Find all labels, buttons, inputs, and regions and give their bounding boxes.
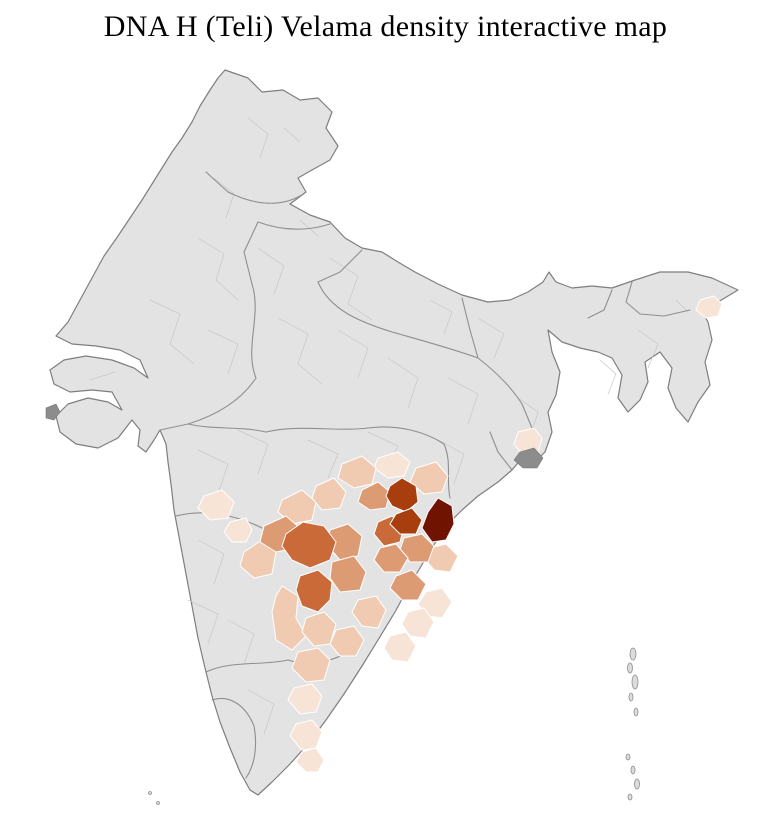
district-line: [187, 599, 219, 645]
state-border: [489, 431, 513, 471]
state-border: [625, 281, 691, 317]
district-polygon-density-2[interactable]: [277, 489, 317, 525]
state-border: [317, 249, 363, 283]
district-polygon-density-1[interactable]: [417, 587, 453, 619]
delta-district[interactable]: [45, 403, 61, 421]
state-border: [159, 423, 189, 431]
district-line: [675, 299, 689, 313]
state-border: [317, 281, 479, 359]
state-border: [587, 289, 613, 319]
island[interactable]: [633, 707, 639, 717]
district-line: [149, 299, 195, 365]
district-polygon-density-5[interactable]: [389, 507, 423, 535]
island[interactable]: [148, 791, 152, 795]
lakshadweep-islands: [148, 791, 160, 805]
district-polygon-density-1[interactable]: [295, 747, 325, 773]
district-line: [283, 127, 301, 143]
state-border: [243, 221, 259, 285]
district-polygon-density-2[interactable]: [271, 585, 307, 651]
district-line: [197, 237, 239, 301]
district-polygon-density-1[interactable]: [695, 295, 723, 319]
district-polygon-density-1[interactable]: [401, 607, 435, 639]
district-polygon-density-3[interactable]: [329, 555, 367, 593]
district-line: [247, 689, 275, 735]
district-line: [89, 371, 116, 381]
district-polygon-density-2[interactable]: [311, 477, 347, 511]
district-polygon-density-1[interactable]: [197, 489, 235, 521]
district-polygon-density-1[interactable]: [287, 683, 323, 715]
district-polygon-density-2[interactable]: [351, 595, 387, 629]
district-line: [429, 299, 453, 335]
page-title: DNA H (Teli) Velama density interactive …: [103, 10, 668, 43]
district-polygon-density-3[interactable]: [357, 481, 391, 511]
delta-district[interactable]: [513, 447, 544, 469]
district-line: [437, 439, 465, 485]
district-line: [329, 257, 373, 321]
district-polygon-density-4[interactable]: [295, 569, 333, 613]
state-border: [205, 659, 289, 673]
district-polygon-density-4[interactable]: [281, 521, 337, 569]
island[interactable]: [156, 801, 160, 805]
district-line: [477, 317, 505, 359]
district-line: [207, 329, 239, 375]
district-polygon-density-2[interactable]: [337, 455, 377, 489]
district-polygon-density-2[interactable]: [291, 647, 331, 683]
island[interactable]: [625, 753, 631, 761]
district-polygon-density-1[interactable]: [383, 631, 417, 663]
state-border: [257, 221, 331, 230]
island[interactable]: [627, 793, 633, 801]
island[interactable]: [634, 778, 640, 790]
state-border: [461, 297, 479, 359]
gray-districts: [45, 403, 544, 469]
district-line: [447, 377, 479, 425]
district-line: [387, 357, 419, 409]
district-polygon-density-5[interactable]: [385, 477, 419, 513]
andaman-nicobar-islands: [625, 647, 640, 801]
state-border: [187, 423, 267, 433]
district-line: [213, 177, 235, 219]
district-line: [337, 329, 369, 379]
island[interactable]: [627, 662, 633, 674]
island[interactable]: [631, 674, 639, 690]
district-line: [227, 619, 255, 665]
district-line: [197, 539, 225, 585]
state-border: [205, 171, 301, 204]
district-line: [637, 329, 659, 369]
density-districts: [197, 295, 723, 773]
district-line: [197, 449, 229, 495]
district-polygon-density-1[interactable]: [223, 517, 253, 543]
district-line: [277, 317, 323, 385]
district-polygon-density-6[interactable]: [421, 497, 455, 543]
island[interactable]: [628, 692, 634, 702]
district-polygon-density-3[interactable]: [389, 569, 427, 601]
district-line: [237, 429, 269, 475]
state-border: [443, 443, 451, 499]
district-line: [247, 117, 269, 159]
district-line: [599, 359, 617, 395]
district-line: [257, 247, 285, 295]
island[interactable]: [629, 647, 637, 661]
state-border: [265, 426, 445, 445]
state-border: [211, 698, 257, 779]
district-polygon-density-2[interactable]: [329, 625, 365, 657]
island[interactable]: [630, 765, 636, 775]
state-border: [187, 283, 257, 425]
state-border: [477, 357, 533, 429]
district-polygon-density-3[interactable]: [373, 543, 409, 573]
district-line: [307, 439, 339, 479]
